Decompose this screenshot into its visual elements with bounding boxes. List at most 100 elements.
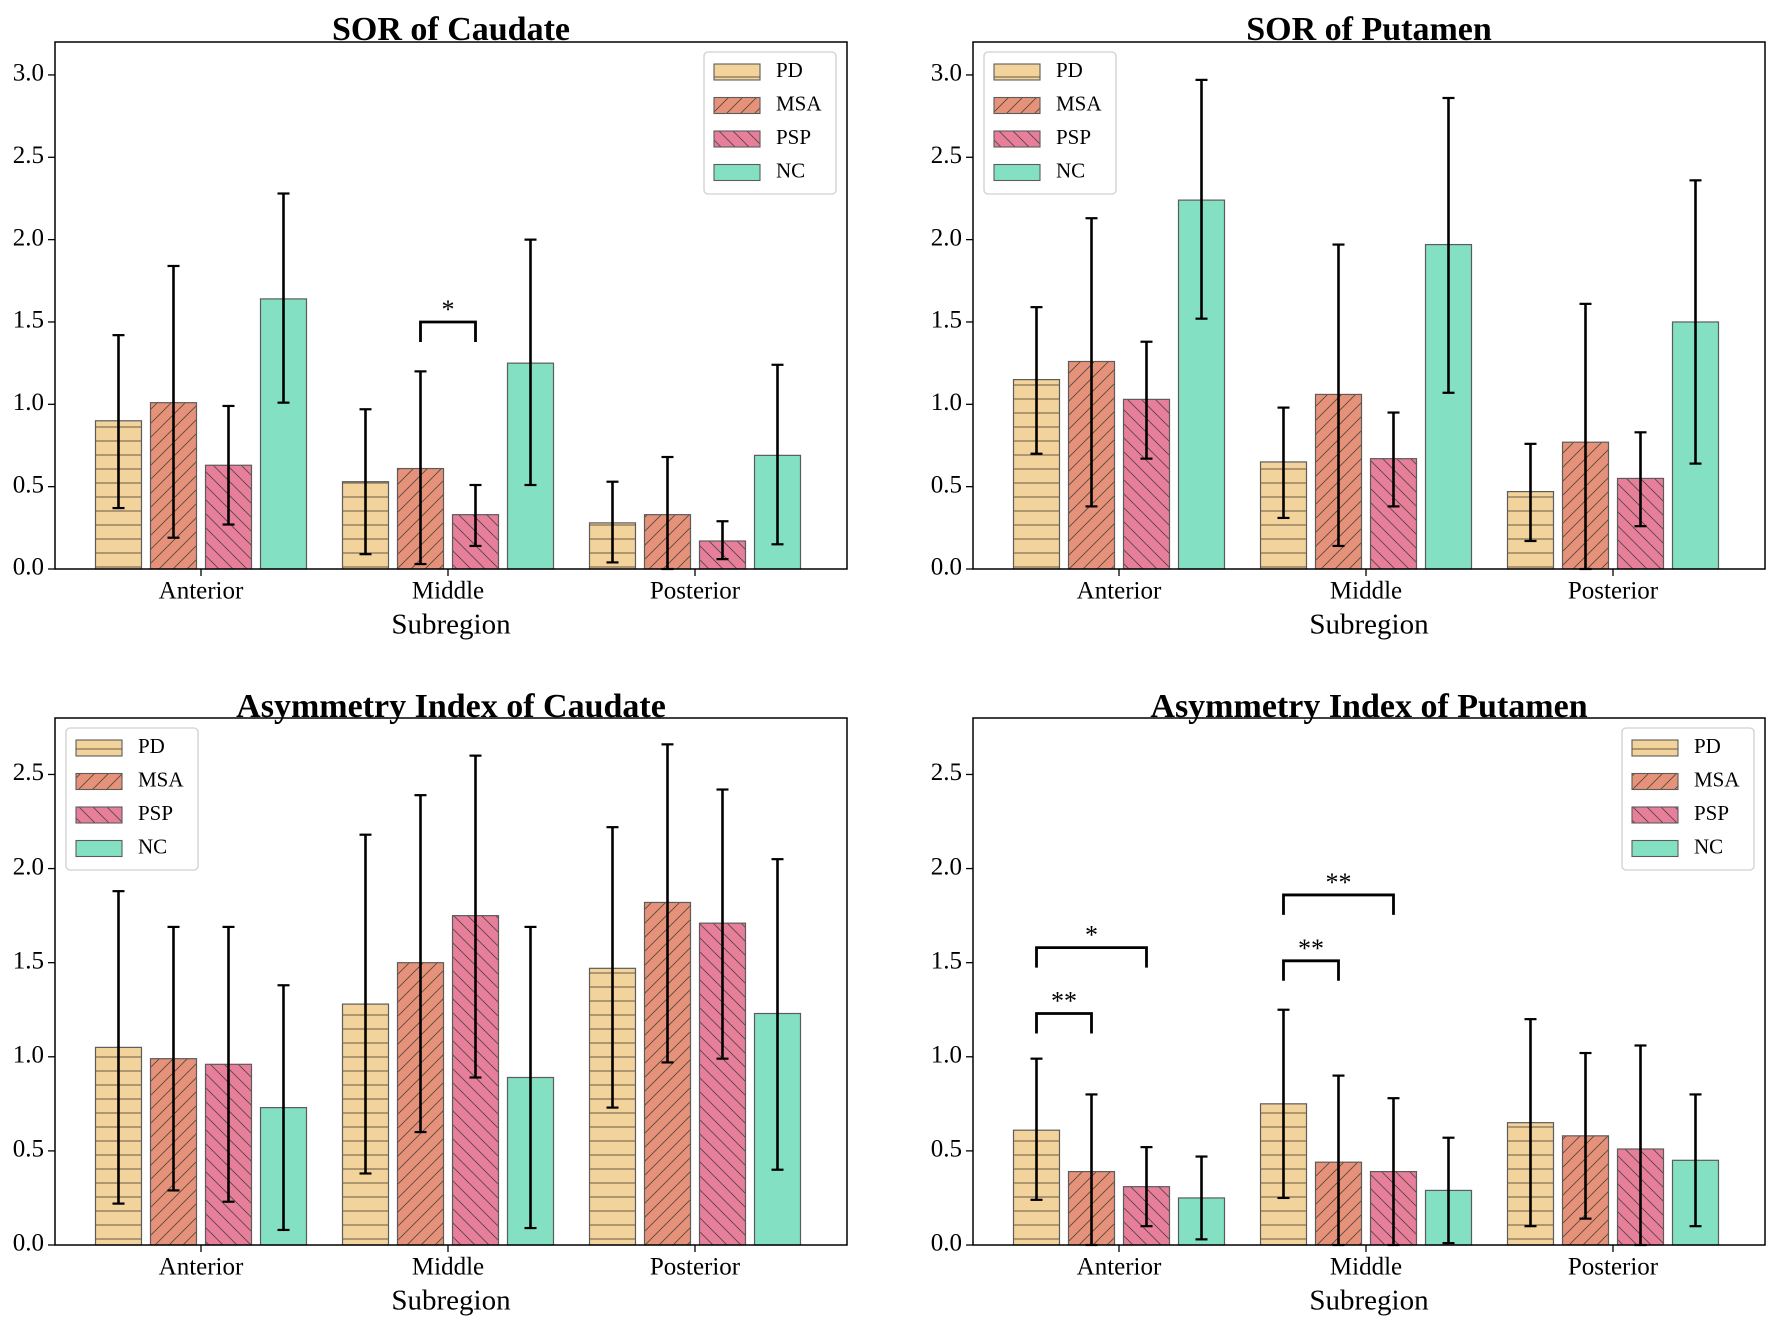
legend-frame [983, 51, 1117, 195]
x-tick-label: Posterior [1568, 578, 1659, 605]
legend: PD MSA PSP NC [65, 727, 199, 871]
plot-frame [54, 717, 848, 1246]
legend-label-pd: PD [1056, 58, 1083, 82]
y-tick-label: 2.5 [931, 142, 962, 169]
significance-bracket [1035, 1012, 1093, 1034]
x-axis-label: Subregion [391, 1285, 511, 1317]
chart-panel-4: Asymmetry Index of Putamen 0.0 0.5 1.0 1.5 2.… [931, 688, 1766, 1317]
chart-panel-1: SOR of Caudate0.00.51.01.52.02.53.0Anter… [13, 11, 848, 641]
legend-swatch-msa [1631, 772, 1679, 791]
legend-swatch-msa [713, 96, 761, 115]
legend-swatch-psp [75, 806, 123, 824]
legend-label-msa: MSA [138, 767, 184, 791]
legend-frame [65, 727, 199, 871]
y-tick-label: 2.0 [931, 853, 962, 880]
y-tick-label: 1.5 [13, 947, 44, 974]
y-tick-label: 3.0 [13, 60, 44, 87]
x-tick-label: Anterior [159, 578, 244, 605]
y-tick-label: 1.5 [13, 307, 44, 334]
y-tick-label: 2.5 [13, 142, 44, 169]
y-tick-label: 0.0 [13, 1230, 44, 1257]
y-tick-label: 1.5 [931, 307, 962, 334]
x-tick-label: Middle [412, 1254, 484, 1281]
significance-bracket [419, 320, 477, 342]
legend-label-msa: MSA [776, 91, 822, 115]
y-tick-label: 1.0 [13, 1042, 44, 1069]
plot-frame [972, 41, 1766, 570]
chart-panel-2: SOR of Putamen0.00.51.01.52.02.53.0Anter… [931, 11, 1766, 641]
legend: PD MSA PSP NC [703, 51, 837, 195]
y-tick-label: 2.5 [931, 759, 962, 786]
y-tick-label: 0.5 [931, 1136, 962, 1163]
legend-label-psp: PSP [1694, 801, 1729, 825]
legend-label-pd: PD [1694, 734, 1721, 758]
legend-swatch-nc [713, 163, 761, 182]
legend-label-pd: PD [776, 58, 803, 82]
legend: PD MSA PSP NC [983, 51, 1117, 195]
plot-frame [54, 41, 848, 570]
y-tick-label: 1.0 [931, 389, 962, 416]
x-tick-label: Anterior [1077, 1254, 1162, 1281]
significance-label: ** [1298, 934, 1324, 963]
legend-label-psp: PSP [1056, 125, 1091, 149]
legend-swatch-pd [1631, 739, 1679, 757]
x-tick-label: Anterior [159, 1254, 244, 1281]
legend-swatch-psp [1631, 806, 1679, 824]
legend-label-nc: NC [1694, 834, 1723, 858]
legend-swatch-nc [1631, 839, 1679, 858]
significance-bracket [1282, 959, 1340, 981]
legend-swatch-msa [993, 96, 1041, 115]
y-tick-label: 0.0 [931, 554, 962, 581]
x-tick-label: Posterior [650, 578, 741, 605]
y-tick-label: 2.0 [13, 224, 44, 251]
x-axis-label: Subregion [1309, 609, 1429, 641]
legend-label-msa: MSA [1056, 91, 1102, 115]
chart-panel-3: Asymmetry Index of Caudate 0.0 0.5 1.0 1.5 2.… [13, 688, 848, 1317]
legend-label-nc: NC [1056, 158, 1085, 182]
y-tick-label: 0.0 [13, 554, 44, 581]
y-tick-label: 0.5 [931, 471, 962, 498]
legend-swatch-pd [993, 63, 1041, 81]
legend-label-nc: NC [776, 158, 805, 182]
legend-label-psp: PSP [776, 125, 811, 149]
x-axis-label: Subregion [1309, 1285, 1429, 1317]
legend-label-pd: PD [138, 734, 165, 758]
x-tick-label: Anterior [1077, 578, 1162, 605]
x-tick-label: Middle [1330, 578, 1402, 605]
y-tick-label: 1.5 [931, 947, 962, 974]
chart-title: Asymmetry Index of Putamen [1150, 688, 1587, 725]
legend-label-msa: MSA [1694, 767, 1740, 791]
y-tick-label: 2.5 [13, 759, 44, 786]
plot-frame [972, 717, 1766, 1246]
legend: PD MSA PSP NC [1621, 727, 1755, 871]
y-tick-label: 0.0 [931, 1230, 962, 1257]
legend-label-nc: NC [138, 834, 167, 858]
legend-swatch-nc [75, 839, 123, 858]
y-tick-label: 0.5 [13, 1136, 44, 1163]
x-tick-label: Posterior [1568, 1254, 1659, 1281]
legend-swatch-psp [993, 130, 1041, 148]
legend-frame [703, 51, 837, 195]
x-tick-label: Middle [412, 578, 484, 605]
x-tick-label: Posterior [650, 1254, 741, 1281]
y-tick-label: 2.0 [13, 853, 44, 880]
legend-frame [1621, 727, 1755, 871]
y-tick-label: 2.0 [931, 224, 962, 251]
significance-label: * [442, 295, 455, 324]
y-tick-label: 1.0 [13, 389, 44, 416]
significance-label: * [1085, 921, 1098, 950]
legend-swatch-pd [75, 739, 123, 757]
y-tick-label: 3.0 [931, 60, 962, 87]
y-tick-label: 0.5 [13, 471, 44, 498]
legend-swatch-pd [713, 63, 761, 81]
x-tick-label: Middle [1330, 1254, 1402, 1281]
significance-label: ** [1326, 868, 1352, 897]
chart-title: Asymmetry Index of Caudate [236, 688, 666, 725]
legend-swatch-psp [713, 130, 761, 148]
significance-bracket [1035, 946, 1148, 968]
significance-label: ** [1051, 986, 1077, 1015]
legend-swatch-nc [993, 163, 1041, 182]
x-axis-label: Subregion [391, 609, 511, 641]
